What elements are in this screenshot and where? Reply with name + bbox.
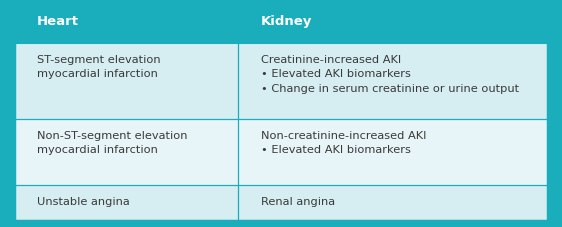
- Bar: [238, 119, 548, 185]
- Bar: [238, 185, 548, 221]
- Text: Creatinine-increased AKI
• Elevated AKI biomarkers
• Change in serum creatinine : Creatinine-increased AKI • Elevated AKI …: [261, 55, 519, 94]
- Bar: [14, 119, 238, 185]
- Text: Renal angina: Renal angina: [261, 197, 335, 207]
- Bar: [238, 43, 548, 119]
- Text: Kidney: Kidney: [261, 15, 312, 28]
- Text: ST-segment elevation
myocardial infarction: ST-segment elevation myocardial infarcti…: [37, 55, 160, 79]
- Text: Non-creatinine-increased AKI
• Elevated AKI biomarkers: Non-creatinine-increased AKI • Elevated …: [261, 131, 426, 155]
- Bar: [14, 6, 238, 43]
- Text: Non-ST-segment elevation
myocardial infarction: Non-ST-segment elevation myocardial infa…: [37, 131, 187, 155]
- Bar: [14, 43, 238, 119]
- Text: Unstable angina: Unstable angina: [37, 197, 129, 207]
- Text: Heart: Heart: [37, 15, 79, 28]
- Bar: [238, 6, 548, 43]
- Bar: [14, 185, 238, 221]
